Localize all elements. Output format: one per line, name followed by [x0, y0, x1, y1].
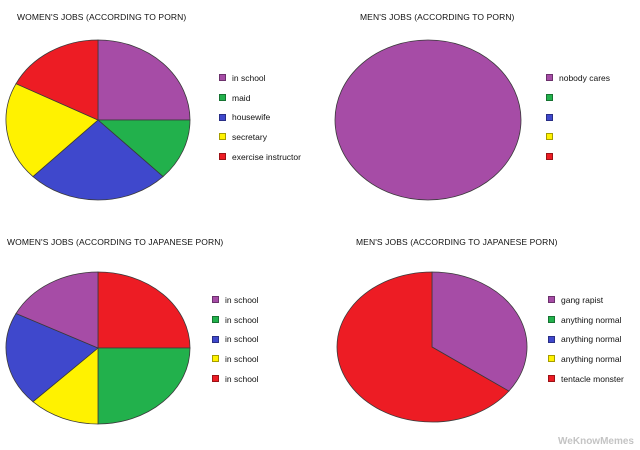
- legend-swatch: [219, 113, 226, 121]
- legend-item: secretary: [219, 127, 301, 147]
- chart-legend: in school maid housewife secretary exerc…: [219, 68, 301, 166]
- legend-item: nobody cares: [546, 68, 610, 88]
- chart-title: MEN'S JOBS (ACCORDING TO PORN): [360, 12, 515, 22]
- legend-swatch: [219, 133, 226, 141]
- chart-legend: nobody cares: [546, 68, 610, 166]
- pie-slice: [5, 83, 99, 178]
- legend-item: anything normal: [548, 310, 624, 330]
- watermark: WeKnowMemes: [558, 436, 634, 447]
- legend-item: gang rapist: [548, 290, 624, 310]
- legend-label: exercise instructor: [232, 151, 301, 162]
- legend-label: housewife: [232, 112, 271, 123]
- pie-slice: [334, 39, 522, 201]
- chart-title: WOMEN'S JOBS (ACCORDING TO JAPANESE PORN…: [7, 237, 224, 247]
- legend-swatch: [548, 335, 555, 343]
- legend-item: [546, 88, 610, 108]
- legend-item: [546, 127, 610, 147]
- legend-label: anything normal: [561, 314, 622, 325]
- legend-swatch: [212, 335, 219, 343]
- legend-label: anything normal: [561, 353, 622, 364]
- pie-slice: [97, 271, 191, 349]
- legend-item: [546, 147, 610, 167]
- pie-slice: [96, 119, 191, 178]
- legend-swatch: [546, 74, 553, 82]
- legend-swatch: [546, 113, 553, 121]
- legend-item: in school: [219, 68, 301, 88]
- legend-label: in school: [225, 373, 259, 384]
- legend-item: anything normal: [548, 329, 624, 349]
- legend-swatch: [219, 74, 226, 82]
- chart-title: MEN'S JOBS (ACCORDING TO JAPANESE PORN): [356, 237, 558, 247]
- legend-swatch: [548, 355, 555, 363]
- chart-panel-mens-jobs: MEN'S JOBS (ACCORDING TO PORN) nobody ca…: [320, 0, 640, 225]
- legend-item: exercise instructor: [219, 147, 301, 167]
- legend-swatch: [546, 133, 553, 141]
- legend-label: maid: [232, 92, 251, 103]
- chart-panel-womens-jobs-japanese: WOMEN'S JOBS (ACCORDING TO JAPANESE PORN…: [0, 225, 320, 450]
- legend-item: in school: [212, 329, 259, 349]
- legend-label: anything normal: [561, 334, 622, 345]
- pie-chart: [5, 271, 191, 425]
- pie-slice: [32, 119, 164, 201]
- chart-panel-mens-jobs-japanese: MEN'S JOBS (ACCORDING TO JAPANESE PORN) …: [320, 225, 640, 450]
- legend-swatch: [212, 296, 219, 304]
- pie-chart: [334, 39, 522, 201]
- legend-swatch: [219, 94, 226, 102]
- legend-item: anything normal: [548, 349, 624, 369]
- legend-swatch: [219, 153, 226, 161]
- legend-item: in school: [212, 290, 259, 310]
- legend-swatch: [212, 375, 219, 383]
- legend-swatch: [546, 153, 553, 161]
- chart-legend: gang rapist anything normal anything nor…: [548, 290, 624, 388]
- legend-item: tentacle monster: [548, 369, 624, 389]
- legend-swatch: [548, 375, 555, 383]
- pie-slice: [5, 312, 99, 403]
- legend-label: nobody cares: [559, 72, 611, 83]
- legend-swatch: [212, 316, 219, 324]
- pie-slice: [431, 271, 528, 392]
- legend-item: in school: [212, 349, 259, 369]
- legend-item: housewife: [219, 107, 301, 127]
- legend-label: in school: [225, 314, 259, 325]
- pie-chart: [5, 39, 191, 201]
- legend-item: in school: [212, 369, 259, 389]
- legend-label: in school: [225, 353, 259, 364]
- legend-label: tentacle monster: [561, 373, 624, 384]
- pie-slice: [336, 271, 510, 423]
- legend-label: in school: [225, 294, 259, 305]
- legend-label: secretary: [232, 131, 267, 142]
- chart-panel-womens-jobs: WOMEN'S JOBS (ACCORDING TO PORN) in scho…: [0, 0, 320, 225]
- legend-label: in school: [225, 334, 259, 345]
- legend-label: gang rapist: [561, 294, 604, 305]
- legend-swatch: [548, 296, 555, 304]
- pie-chart: [336, 271, 528, 423]
- legend-item: [546, 107, 610, 127]
- legend-swatch: [548, 316, 555, 324]
- chart-title: WOMEN'S JOBS (ACCORDING TO PORN): [17, 12, 187, 22]
- legend-label: in school: [232, 72, 266, 83]
- chart-legend: in school in school in school in school …: [212, 290, 259, 388]
- legend-swatch: [212, 355, 219, 363]
- pie-slice: [15, 271, 99, 349]
- legend-item: maid: [219, 88, 301, 108]
- legend-swatch: [546, 94, 553, 102]
- pie-slice: [97, 347, 191, 425]
- pie-slice: [32, 347, 99, 425]
- pie-slice: [97, 39, 191, 121]
- pie-slice: [15, 39, 99, 121]
- legend-item: in school: [212, 310, 259, 330]
